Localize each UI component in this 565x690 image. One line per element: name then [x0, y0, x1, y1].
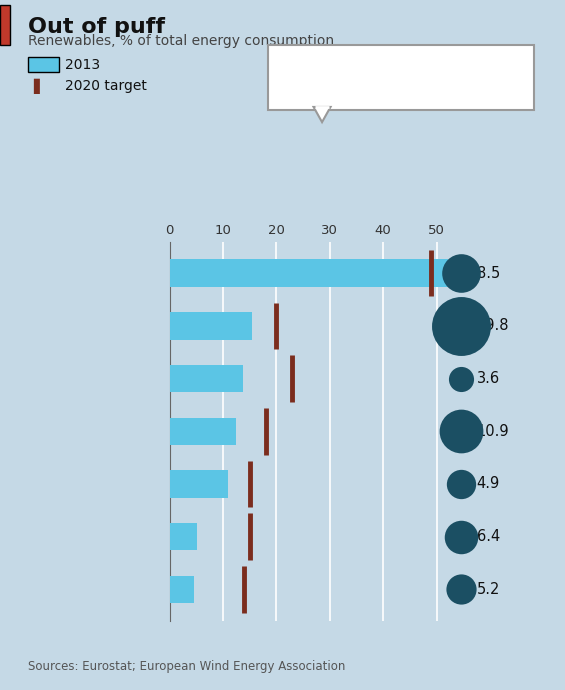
Bar [170, 365, 243, 392]
Text: 4.9: 4.9 [477, 477, 500, 491]
Point [456, 320, 465, 331]
Text: Renewables, % of total energy consumption: Renewables, % of total energy consumptio… [28, 34, 334, 48]
Bar [170, 417, 236, 445]
Bar [170, 575, 194, 603]
Text: 19.8: 19.8 [477, 318, 509, 333]
Point [456, 584, 465, 595]
Text: 2020 target: 2020 target [65, 79, 147, 93]
Bar [170, 259, 448, 287]
Text: 10.9: 10.9 [477, 424, 509, 439]
Text: Out of puff: Out of puff [28, 17, 165, 37]
Point [456, 478, 465, 489]
Point [456, 426, 465, 437]
Text: 5.2: 5.2 [477, 582, 500, 597]
Text: 8.5: 8.5 [477, 266, 500, 281]
Text: 2013: 2013 [65, 58, 100, 72]
Text: Sources: Eurostat; European Wind Energy Association: Sources: Eurostat; European Wind Energy … [28, 660, 346, 673]
Point [456, 373, 465, 384]
Bar [170, 471, 228, 497]
Point [456, 268, 465, 279]
Point [456, 531, 465, 542]
Text: 6.4: 6.4 [477, 529, 500, 544]
Text: 3.6: 3.6 [477, 371, 500, 386]
Bar [170, 523, 197, 551]
Text: Wind power, % of total
electricity consumption, 2014: Wind power, % of total electricity consu… [290, 63, 512, 92]
Text: ▌: ▌ [33, 79, 45, 94]
Bar [170, 312, 252, 339]
